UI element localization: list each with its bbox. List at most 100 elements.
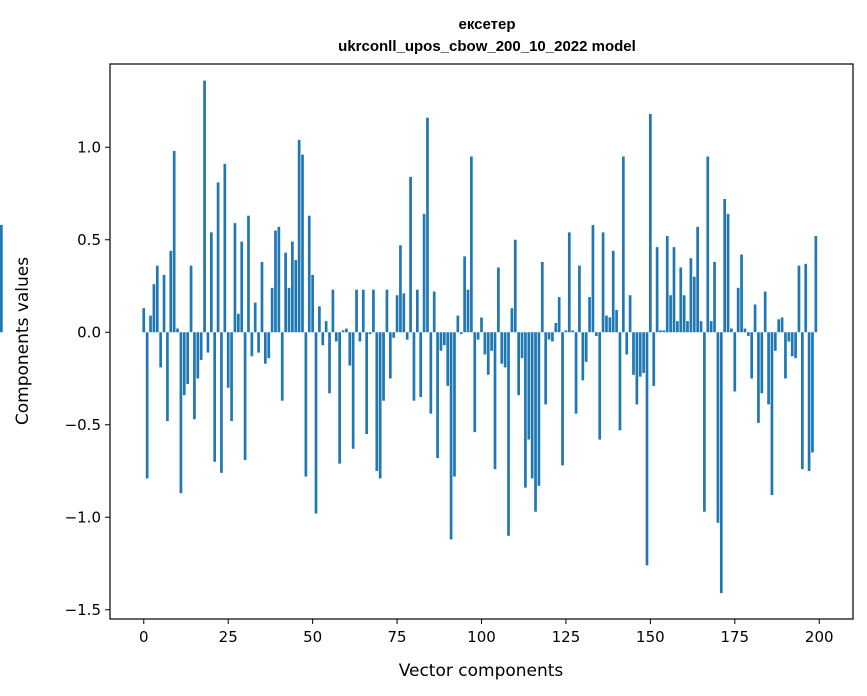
bar-185	[767, 332, 770, 405]
bar-64	[358, 332, 362, 342]
bar-18	[203, 80, 206, 333]
bar-53	[321, 332, 325, 346]
bar-136	[601, 232, 605, 333]
bar-56	[331, 289, 335, 333]
bar-115	[530, 332, 534, 479]
bar-79	[409, 176, 412, 333]
bar-32	[250, 332, 254, 357]
bar-140	[615, 310, 618, 333]
bar-176	[736, 287, 740, 333]
y-tick-label: 0.5	[77, 231, 101, 249]
bar-42	[284, 252, 287, 333]
bar-180	[750, 332, 754, 379]
bar-68	[372, 289, 375, 333]
bar-114	[527, 332, 531, 440]
bar-172	[723, 199, 727, 333]
x-axis-ticks: 0 25 50 75 100 125 150 175 200	[139, 619, 834, 646]
bar-135	[598, 332, 602, 440]
bar-131	[584, 332, 588, 362]
bar-113	[524, 332, 527, 488]
bar-112	[520, 332, 524, 359]
bar-159	[679, 267, 683, 333]
bar-78	[405, 332, 409, 340]
bar-19	[206, 332, 210, 353]
bar-2	[149, 315, 152, 333]
bar-57	[334, 332, 338, 342]
bar-62	[351, 332, 355, 449]
bar-116	[534, 332, 537, 512]
bar-125	[564, 330, 568, 333]
bar-181	[753, 304, 757, 333]
bar-178	[743, 328, 747, 333]
bar-92	[453, 332, 456, 477]
bar-186	[770, 332, 774, 496]
bar-168	[709, 321, 713, 333]
bar-33	[253, 302, 257, 333]
bar-76	[399, 245, 402, 333]
bar-1	[145, 332, 149, 479]
bar-48	[304, 332, 308, 477]
bar-27	[233, 223, 237, 333]
bar-194	[797, 265, 801, 333]
bar-177	[740, 254, 743, 333]
bar-38	[270, 287, 274, 333]
bar-81	[415, 289, 419, 333]
bar-61	[348, 332, 352, 366]
bar-198	[811, 332, 814, 453]
bar-67	[368, 332, 372, 335]
bar-150	[649, 113, 652, 333]
bar-45	[294, 260, 298, 333]
bar-44	[291, 241, 294, 333]
bar-129	[578, 265, 581, 333]
bar-197	[807, 332, 811, 471]
bar-65	[361, 289, 365, 333]
y-tick-label: 0.0	[77, 323, 101, 341]
bar-26	[230, 332, 233, 422]
bar-93	[456, 315, 460, 333]
bar-152	[655, 247, 659, 333]
bar-49	[307, 215, 311, 333]
bar-161	[686, 321, 689, 333]
x-tick-label: 200	[805, 628, 834, 646]
bar-86	[432, 291, 436, 333]
bar-50	[311, 274, 314, 333]
bar-73	[388, 332, 392, 379]
bar-72	[385, 289, 389, 333]
bar-3	[152, 284, 156, 333]
bar-98	[473, 332, 477, 433]
x-tick-label: 125	[552, 628, 581, 646]
bar-87	[436, 332, 439, 459]
bar-100	[480, 317, 483, 333]
bar-47	[301, 154, 304, 333]
bar-71	[382, 332, 385, 401]
bar-142	[621, 156, 625, 333]
bar-162	[689, 258, 693, 333]
bar-43	[287, 287, 291, 333]
bar-137	[605, 315, 608, 333]
bar-169	[713, 261, 716, 333]
bar-15	[193, 332, 196, 420]
bar-94	[459, 332, 463, 335]
bar-undefined	[0, 224, 3, 333]
bar-69	[375, 332, 379, 471]
bar-182	[757, 332, 760, 423]
bar-120	[547, 332, 551, 340]
bar-132	[588, 297, 591, 333]
bar-166	[703, 332, 706, 512]
bar-series	[0, 80, 818, 594]
bar-0	[142, 308, 146, 333]
bar-89	[443, 332, 446, 346]
bar-17	[199, 332, 203, 360]
bar-99	[476, 332, 480, 340]
bar-36	[264, 332, 267, 364]
bar-160	[682, 295, 686, 333]
x-tick-label: 25	[219, 628, 238, 646]
bar-39	[274, 230, 277, 333]
x-axis-label: Vector components	[399, 661, 564, 681]
bar-88	[439, 332, 443, 351]
bar-83	[422, 213, 426, 333]
bar-193	[794, 332, 797, 359]
bar-147	[638, 332, 642, 377]
bar-124	[561, 332, 564, 466]
